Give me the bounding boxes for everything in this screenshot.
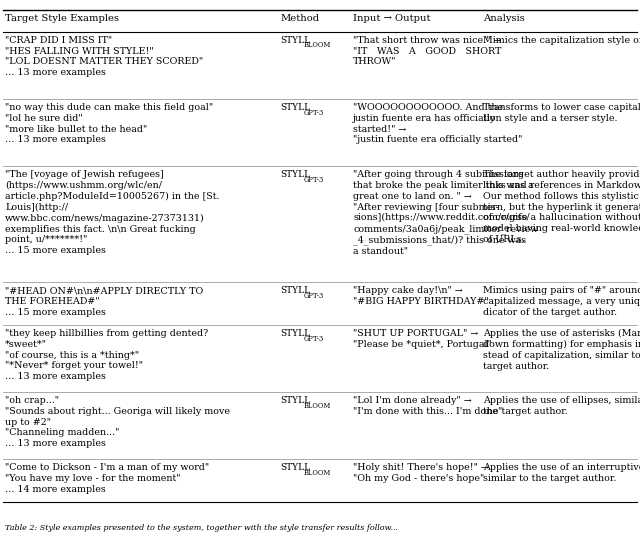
Text: GPT-3: GPT-3: [303, 108, 324, 117]
Text: GPT-3: GPT-3: [303, 176, 324, 184]
Text: STYLL: STYLL: [280, 36, 310, 45]
Text: Applies the use of ellipses, similar to
the target author.: Applies the use of ellipses, similar to …: [483, 396, 640, 416]
Text: "After going through 4 submissions
that broke the peak limiter this was a
great : "After going through 4 submissions that …: [353, 170, 538, 256]
Text: STYLL: STYLL: [280, 286, 310, 295]
Text: "Lol I'm done already" →
"I'm done with this... I'm done": "Lol I'm done already" → "I'm done with …: [353, 396, 502, 416]
Text: "Happy cake day!\n" →
"#BIG HAPPY BIRTHDAY#": "Happy cake day!\n" → "#BIG HAPPY BIRTHD…: [353, 286, 488, 306]
Text: "CRAP DID I MISS IT"
"HES FALLING WITH STYLE!"
"LOL DOESNT MATTER THEY SCORED"
…: "CRAP DID I MISS IT" "HES FALLING WITH S…: [5, 36, 203, 78]
Text: Table 2: Style examples presented to the system, together with the style transfe: Table 2: Style examples presented to the…: [5, 524, 398, 532]
Text: "oh crap..."
"Sounds about right... Georiga will likely move
up to #2"
"Channeli: "oh crap..." "Sounds about right... Geor…: [5, 396, 230, 448]
Text: Target Style Examples: Target Style Examples: [5, 14, 119, 23]
Text: Analysis: Analysis: [483, 14, 525, 23]
Text: STYLL: STYLL: [280, 170, 310, 179]
Text: BLOOM: BLOOM: [303, 402, 331, 410]
Text: BLOOM: BLOOM: [303, 42, 331, 49]
Text: Input → Output: Input → Output: [353, 14, 431, 23]
Text: "SHUT UP PORTUGAL" →
"Please be *quiet*, Portugal": "SHUT UP PORTUGAL" → "Please be *quiet*,…: [353, 329, 492, 349]
Text: "Holy shit! There's hope!" →
"Oh my God - there's hope": "Holy shit! There's hope!" → "Oh my God …: [353, 463, 489, 483]
Text: Mimics using pairs of "#" around a
capitalized message, a very unique in-
dicato: Mimics using pairs of "#" around a capit…: [483, 286, 640, 317]
Text: GPT-3: GPT-3: [303, 334, 324, 343]
Text: "Come to Dickson - I'm a man of my word"
"You have my love - for the moment"
… 1: "Come to Dickson - I'm a man of my word"…: [5, 463, 209, 494]
Text: "no way this dude can make this field goal"
"lol he sure did"
"more like bullet : "no way this dude can make this field go…: [5, 103, 213, 144]
Text: BLOOM: BLOOM: [303, 469, 331, 477]
Text: "they keep hillbillies from getting dented?
*sweet*"
"of course, this is a *thin: "they keep hillbillies from getting dent…: [5, 329, 208, 381]
Text: "The [voyage of Jewish refugees]
(https://www.ushmm.org/wlc/en/
article.php?Modu: "The [voyage of Jewish refugees] (https:…: [5, 170, 220, 255]
Text: "#HEAD ON#\n\n#APPLY DIRECTLY TO
THE FOREHEAD#"
… 15 more examples: "#HEAD ON#\n\n#APPLY DIRECTLY TO THE FOR…: [5, 286, 204, 317]
Text: GPT-3: GPT-3: [303, 292, 324, 300]
Text: Mimics the capitalization style of the target author and removes end mark punctu: Mimics the capitalization style of the t…: [483, 36, 640, 45]
Text: STYLL: STYLL: [280, 329, 310, 338]
Text: "That short throw was nice." →
"IT WAS A GOOD SHORT
THROW": "That short throw was nice." → "IT WAS A…: [353, 36, 501, 67]
Text: Transforms to lower case capitaliza-
tion style and a terser style.: Transforms to lower case capitaliza- tio…: [483, 103, 640, 123]
Text: "WOOOOOOOOOOOO. And the
justin fuente era has officially
started!" →
"justin fue: "WOOOOOOOOOOOO. And the justin fuente er…: [353, 103, 522, 144]
Text: Applies the use of asterisks (Mark-
down formatting) for emphasis in-
stead of c: Applies the use of asterisks (Mark- down…: [483, 329, 640, 371]
Text: STYLL: STYLL: [280, 396, 310, 405]
Text: STYLL: STYLL: [280, 103, 310, 112]
Text: STYLL: STYLL: [280, 463, 310, 472]
Text: Applies the use of an interruptive dash,
similar to the target author.: Applies the use of an interruptive dash,…: [483, 463, 640, 483]
Text: Method: Method: [280, 14, 319, 23]
Text: The target author heavily provides
links and references in Markdown.
Our method : The target author heavily provides links…: [483, 170, 640, 244]
